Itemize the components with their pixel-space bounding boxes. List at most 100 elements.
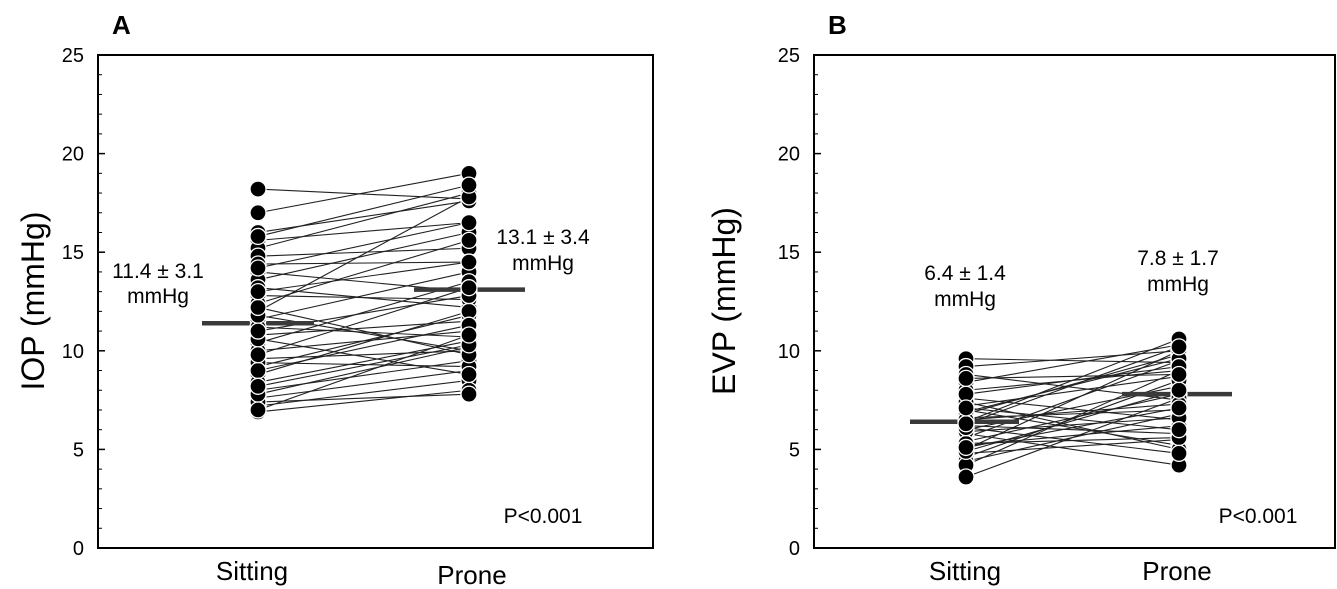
panel-a-point-prone: [460, 176, 478, 194]
panel-a-point-sitting: [249, 227, 267, 246]
panel-a-point-sitting: [249, 361, 267, 380]
panel-b: B EVP (mmHg) 0 5 10 15 20 25 Sitting Prone 6.…: [706, 10, 1336, 586]
panel-b-pair-line: [965, 350, 1180, 368]
panel-a-pair-line: [257, 393, 470, 403]
panel-a-point-sitting: [249, 377, 267, 395]
panel-b-pair-line: [965, 360, 1180, 439]
panel-b-pair-lines: [965, 338, 1180, 478]
panel-a-frame: [97, 54, 654, 549]
panel-b-pair-line: [965, 346, 1180, 425]
panel-b-pair-line: [965, 344, 1180, 383]
panel-a-prone-unit-label: mmHg: [512, 252, 574, 275]
panel-b-point-prone: [1170, 421, 1188, 439]
panel-b-pair-line: [965, 433, 1180, 466]
panel-a-pair-line: [257, 222, 470, 241]
panel-b-point-prone: [1170, 399, 1188, 417]
panel-a-category-prone: Prone: [437, 560, 506, 589]
panel-a-pair-line: [257, 310, 470, 375]
panel-a-pair-line: [257, 271, 470, 320]
panel-b-y-tick-label: 15: [778, 242, 800, 264]
panel-b-y-ticks: 0 5 10 15 20 25: [778, 45, 821, 560]
panel-a-points: [249, 164, 478, 421]
panel-b-pair-line: [965, 417, 1180, 433]
panel-b-pair-line: [965, 375, 1180, 407]
panel-a-point-sitting: [249, 322, 267, 340]
panel-a-pair-line: [257, 287, 470, 356]
panel-a-y-tick-label: 20: [62, 144, 84, 166]
panel-a-point-sitting: [249, 346, 267, 364]
panel-b-pair-line: [965, 401, 1180, 450]
panel-a-pair-line: [257, 261, 470, 293]
panel-b-pair-line: [965, 407, 1180, 431]
panel-a-pair-line: [257, 346, 470, 395]
panel-a-y-tick-label: 15: [62, 242, 84, 264]
panel-a-pair-line: [257, 350, 470, 360]
panel-b-pair-line: [965, 427, 1180, 454]
panel-a-pair-line: [257, 239, 470, 304]
panel-a-p-value: P<0.001: [504, 505, 583, 528]
panel-b-pair-line: [965, 407, 1180, 448]
panel-b-p-value: P<0.001: [1219, 505, 1298, 528]
panel-b-points: [957, 330, 1188, 486]
panel-a-pair-line: [257, 247, 470, 257]
panel-a-sitting-mean-label: 11.4 ± 3.1: [112, 260, 204, 283]
panel-b-y-axis-title: EVP (mmHg): [706, 207, 742, 395]
panel-b-point-prone: [1170, 338, 1188, 356]
panel-a-y-axis-title: IOP (mmHg): [15, 212, 51, 391]
panel-b-pair-line: [965, 425, 1180, 435]
panel-b-prone-mean-label: 7.8 ± 1.7: [1137, 247, 1219, 270]
panel-b-letter: B: [828, 10, 847, 40]
panel-a-pair-line: [257, 379, 470, 407]
panel-a-pair-line: [257, 188, 470, 200]
panel-b-pair-line: [965, 370, 1180, 466]
panel-a-point-sitting: [249, 282, 267, 301]
panel-b-pair-line: [965, 397, 1180, 421]
panel-b-category-prone: Prone: [1142, 556, 1211, 586]
panel-b-point-prone: [1170, 381, 1188, 399]
panel-b-pair-line: [965, 350, 1180, 450]
panel-b-point-sitting: [957, 438, 975, 457]
panel-a-pair-line: [257, 281, 470, 344]
panel-a-y-tick-label: 25: [62, 45, 84, 67]
panel-a-pair-line: [257, 314, 470, 368]
panel-a-category-sitting: Sitting: [216, 556, 288, 586]
panel-a-pair-line: [257, 222, 470, 269]
panel-a-point-prone: [460, 253, 478, 271]
panel-b-y-tick-label: 10: [778, 341, 800, 363]
panel-a-pair-lines: [257, 172, 470, 413]
panel-b-y-tick-label: 0: [789, 538, 800, 560]
panel-a-point-sitting: [249, 180, 267, 198]
panel-b-sitting-mean-label: 6.4 ± 1.4: [924, 262, 1006, 285]
panel-b-pair-line: [965, 373, 1180, 379]
panel-a-pair-line: [257, 172, 470, 214]
panel-a-y-tick-label: 5: [73, 439, 84, 461]
panel-b-pair-line: [965, 366, 1180, 395]
panel-a: A IOP (mmHg) 0 5 10 15 20 25 Sitting Prone 11…: [15, 10, 654, 589]
panel-b-frame: [813, 54, 1336, 549]
panel-b-point-prone: [1170, 365, 1188, 384]
panel-b-pair-line: [965, 397, 1180, 478]
panel-b-prone-unit-label: mmHg: [1147, 273, 1209, 296]
panel-a-point-sitting: [249, 298, 267, 317]
panel-a-point-prone: [460, 326, 478, 344]
panel-a-sitting-unit-label: mmHg: [127, 285, 189, 308]
panel-a-pair-line: [257, 261, 470, 265]
panel-a-pair-line: [257, 295, 470, 332]
panel-b-y-tick-label: 20: [778, 144, 800, 166]
panel-a-point-prone: [460, 385, 478, 403]
panel-a-y-tick-label: 10: [62, 341, 84, 363]
panel-b-sitting-unit-label: mmHg: [934, 288, 996, 311]
panel-a-pair-line: [257, 324, 470, 372]
panel-a-point-prone: [460, 231, 478, 250]
panel-a-pair-line: [257, 389, 470, 413]
panel-a-point-sitting: [249, 259, 267, 277]
panel-b-y-tick-label: 25: [778, 45, 800, 67]
panel-b-point-sitting: [957, 468, 975, 486]
panel-a-point-prone: [460, 365, 478, 384]
panel-a-y-tick-label: 0: [73, 538, 84, 560]
panel-a-point-sitting: [249, 401, 267, 419]
panel-b-point-sitting: [957, 399, 975, 417]
panel-b-y-tick-label: 5: [789, 439, 800, 461]
panel-a-pair-line: [257, 344, 470, 387]
